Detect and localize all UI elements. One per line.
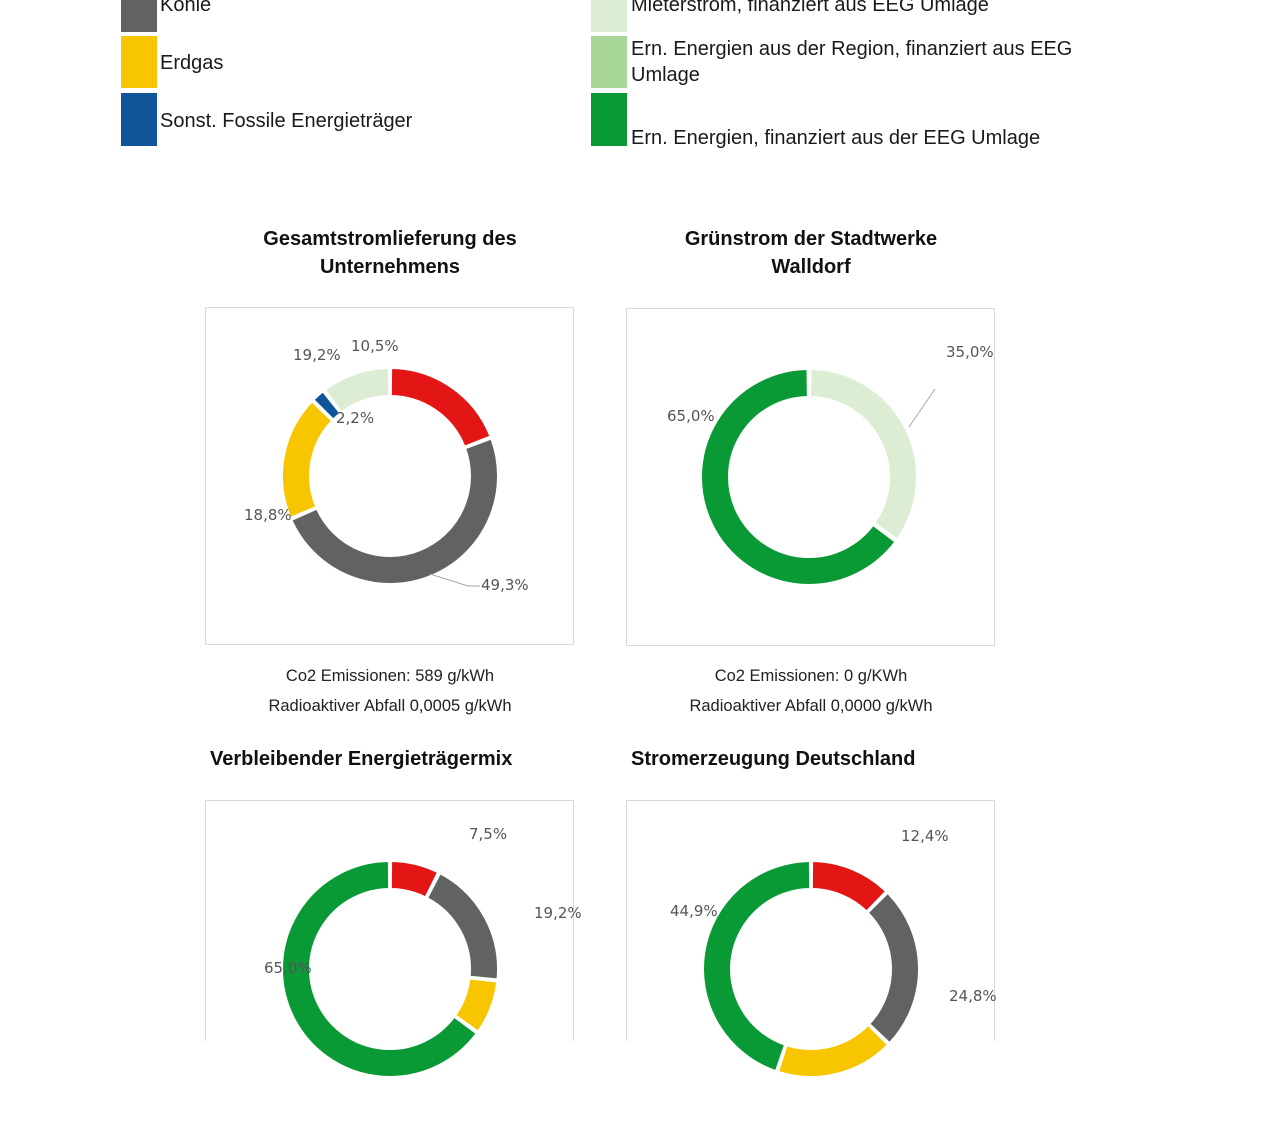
chart3-slice-1: [425, 871, 499, 981]
chart4-slice-1: [866, 891, 920, 1045]
legend-label-ern-region-line2: Umlage: [631, 64, 700, 86]
chart1-caption-radioactive: Radioaktiver Abfall 0,0005 g/kWh: [268, 697, 512, 715]
chart2-slice-0: [809, 367, 918, 541]
chart3-label-0: 7,5%: [469, 825, 507, 843]
chart4-box: 12,4% 24,8% 44,9%: [626, 800, 997, 1078]
chart4-slice-2: [776, 1023, 890, 1078]
legend-swatch-ern-region: [591, 36, 627, 88]
chart1-leader-1: [429, 573, 480, 587]
chart2-caption-radioactive: Radioaktiver Abfall 0,0000 g/kWh: [689, 697, 933, 715]
chart2-title-line1: Grünstrom der Stadtwerke: [684, 228, 938, 250]
chart3-slice-0: [389, 859, 440, 899]
legend-label-sonst-fossile: Sonst. Fossile Energieträger: [160, 110, 413, 132]
chart1-box: 19,2% 49,3% 18,8% 2,2% 10,5%: [205, 307, 574, 645]
chart4-donut: 12,4% 24,8% 44,9%: [670, 827, 997, 1078]
chart1-donut: 19,2% 49,3% 18,8% 2,2% 10,5%: [244, 337, 529, 594]
chart1-label-1: 49,3%: [481, 576, 529, 594]
chart1-slice-0: [389, 366, 492, 449]
chart3-donut: 7,5% 19,2% 65,0%: [264, 825, 582, 1078]
chart2-label-1: 65,0%: [667, 407, 715, 425]
chart1-label-0: 19,2%: [293, 346, 341, 364]
chart1-slice-3: [312, 389, 342, 421]
chart2-caption-co2: Co2 Emissionen: 0 g/KWh: [714, 667, 908, 685]
legend-swatch-ern-eeg: [591, 93, 627, 146]
chart1-slice-2: [281, 399, 334, 520]
chart3-label-3: 65,0%: [264, 959, 312, 977]
chart4-label-3: 44,9%: [670, 902, 718, 920]
chart2-title: Grünstrom der Stadtwerke Walldorf: [626, 225, 996, 281]
legend-swatch-kohle: [121, 0, 157, 32]
chart1-title-line1: Gesamtstromlieferung des: [263, 228, 517, 250]
chart1-title: Gesamtstromlieferung des Unternehmens: [205, 225, 575, 281]
chart4-label-0: 12,4%: [901, 827, 949, 845]
chart2-donut: 35,0% 65,0%: [667, 343, 994, 586]
chart1-label-2: 18,8%: [244, 506, 292, 524]
chart4-slice-0: [810, 859, 888, 913]
chart1-slice-4: [323, 366, 391, 414]
chart1-title-line2: Unternehmens: [319, 256, 461, 278]
legend-label-ern-eeg: Ern. Energien, finanziert aus der EEG Um…: [631, 127, 1041, 149]
legend-swatch-mieterstrom: [591, 0, 627, 32]
chart2-box: 35,0% 65,0%: [626, 308, 995, 646]
chart4-label-1: 24,8%: [949, 987, 997, 1005]
chart2-label-0: 35,0%: [946, 343, 994, 361]
chart1-label-3: 2,2%: [336, 409, 374, 427]
chart1-label-4: 10,5%: [351, 337, 399, 355]
chart3-title: Verbleibender Energieträgermix: [210, 748, 513, 770]
chart4-title: Stromerzeugung Deutschland: [631, 748, 916, 770]
legend-label-erdgas: Erdgas: [160, 52, 224, 74]
chart2-leader-0: [908, 388, 936, 428]
legend-swatch-sonst-fossile: [121, 93, 157, 146]
legend-swatch-erdgas: [121, 36, 157, 88]
chart3-box: 7,5% 19,2% 65,0%: [205, 800, 582, 1078]
chart1-slice-1: [290, 437, 499, 585]
chart4-slice-3: [702, 859, 812, 1073]
chart1-caption-co2: Co2 Emissionen: 589 g/kWh: [285, 667, 495, 685]
chart2-slice-1: [700, 367, 897, 586]
chart2-title-line2: Walldorf: [771, 256, 851, 278]
chart3-label-1: 19,2%: [534, 904, 582, 922]
legend-label-mieterstrom: Mieterstrom, finanziert aus EEG Umlage: [631, 0, 989, 16]
legend-label-ern-region: Ern. Energien aus der Region, finanziert…: [631, 36, 1072, 88]
legend-label-ern-region-line1: Ern. Energien aus der Region, finanziert…: [631, 38, 1073, 60]
legend-label-kohle: Kohle: [160, 0, 212, 16]
